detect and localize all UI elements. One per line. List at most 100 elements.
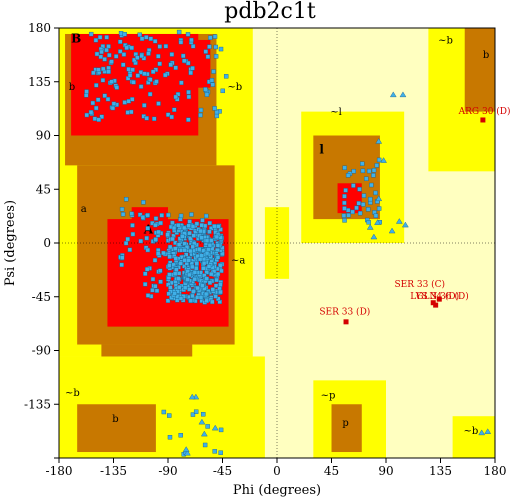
residue-point (204, 298, 209, 304)
residue-point (105, 96, 111, 102)
residue-point (132, 57, 137, 63)
residue-point (343, 188, 348, 193)
residue-point (186, 223, 191, 228)
residue-point (130, 97, 135, 102)
residue-point (350, 209, 355, 215)
residue-point (95, 97, 101, 102)
residue-point (118, 39, 123, 44)
glycine-point (484, 428, 492, 434)
region-label: ~b (438, 36, 453, 47)
outlier-label: LYS 34 (D) (410, 291, 459, 302)
residue-point (145, 226, 150, 231)
residue-point (195, 285, 200, 291)
residue-point (173, 256, 179, 261)
x-tick-label: -45 (213, 464, 232, 478)
residue-point (84, 93, 89, 98)
residue-point (212, 223, 217, 229)
residue-point (342, 165, 347, 171)
residue-point (110, 105, 116, 111)
glycine-point (478, 429, 486, 436)
residue-point (214, 266, 220, 272)
region-label: ~a (231, 255, 245, 266)
residue-point (120, 255, 125, 260)
residue-point (99, 114, 104, 119)
residue-point (186, 117, 191, 122)
x-tick-label: 135 (429, 464, 452, 478)
glycine-point (374, 219, 381, 225)
residue-point (125, 236, 130, 242)
region-label: ~b (65, 388, 80, 399)
allowed-region (101, 344, 193, 357)
residue-point (217, 263, 223, 268)
residue-point (190, 224, 196, 229)
allowed-region (464, 28, 495, 112)
residue-point (166, 291, 171, 297)
residue-point (184, 244, 190, 250)
y-tick-label: 180 (28, 21, 51, 35)
residue-point (345, 208, 351, 213)
y-tick-label: 45 (36, 182, 51, 196)
y-tick-label: -135 (24, 397, 51, 411)
residue-point (174, 267, 179, 272)
residue-point (135, 73, 141, 78)
residue-point (88, 109, 94, 115)
residue-point (360, 202, 366, 207)
residue-point (137, 212, 143, 217)
residue-point (189, 37, 194, 43)
outlier-point (436, 296, 442, 302)
residue-point (158, 220, 163, 226)
residue-point (185, 32, 191, 37)
residue-point (214, 113, 220, 119)
residue-point (97, 35, 103, 40)
residue-point (369, 182, 374, 188)
glycine-point (375, 138, 383, 144)
residue-point (196, 246, 202, 252)
region-label: b (483, 50, 489, 61)
glycine-point (188, 393, 196, 400)
residue-point (94, 51, 100, 57)
residue-point (165, 112, 171, 117)
glycine-point (366, 224, 374, 230)
residue-point (212, 34, 218, 39)
residue-point (118, 49, 123, 54)
outlier-point (433, 302, 439, 308)
residue-point (142, 103, 147, 108)
residue-point (204, 92, 210, 97)
residue-point (376, 206, 382, 211)
residue-point (357, 210, 363, 216)
residue-point (114, 85, 120, 90)
residue-point (204, 250, 210, 256)
region-label: b (112, 414, 118, 425)
residue-point (213, 283, 219, 288)
residue-point (213, 44, 219, 50)
residue-point (178, 296, 184, 301)
residue-point (218, 450, 223, 455)
residue-point (173, 246, 178, 251)
residue-point (342, 194, 347, 199)
residue-point (167, 413, 172, 418)
generous-region (452, 416, 495, 458)
residue-point (206, 264, 212, 269)
residue-point (214, 277, 219, 283)
residue-point (131, 80, 136, 85)
residue-point (193, 409, 199, 414)
residue-point (198, 112, 203, 118)
residue-point (111, 101, 117, 106)
residue-point (179, 80, 184, 86)
residue-point (199, 222, 204, 228)
residue-point (206, 247, 211, 252)
residue-point (176, 222, 181, 228)
residue-point (124, 45, 129, 51)
residue-point (119, 207, 125, 212)
residue-point (346, 213, 351, 218)
residue-point (167, 254, 172, 259)
residue-point (186, 94, 192, 100)
residue-point (143, 271, 148, 276)
residue-point (178, 261, 183, 266)
residue-point (171, 262, 176, 268)
glycine-point (399, 91, 407, 98)
residue-point (215, 255, 221, 260)
allowed-region (331, 404, 362, 453)
residue-point (361, 193, 367, 198)
residue-point (146, 51, 151, 56)
